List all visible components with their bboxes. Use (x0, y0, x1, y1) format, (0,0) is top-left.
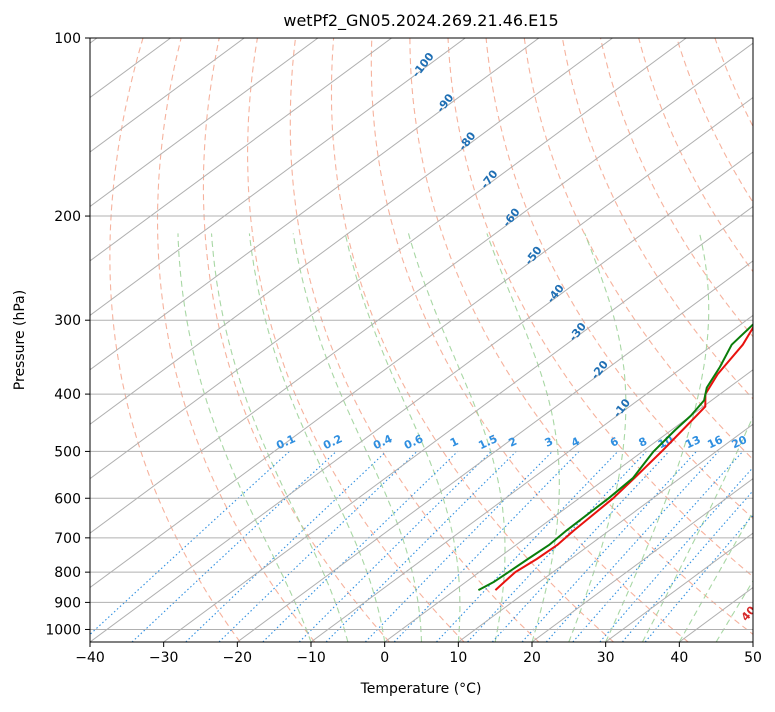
x-tick-label: 30 (597, 650, 615, 666)
isotherm-label: -50 (522, 243, 545, 267)
dry-adiabat (562, 38, 775, 642)
dry-adiabat (753, 38, 775, 642)
y-tick-label: 200 (54, 209, 81, 225)
mixing-ratio-line (436, 451, 618, 642)
dry-adiabat (486, 38, 775, 642)
x-tick-label: 10 (449, 650, 467, 666)
isotherm-gridline (0, 38, 465, 642)
isotherm-label: -10 (611, 396, 634, 420)
isotherm-gridline (532, 38, 775, 642)
dewpoint-line (478, 38, 775, 590)
y-tick-label: 600 (54, 491, 81, 507)
isotherm-label: -100 (410, 50, 437, 80)
x-tick-label: 20 (523, 650, 541, 666)
moist-adiabat (345, 233, 460, 642)
background-lines (82, 38, 775, 642)
isotherm-label: -20 (589, 358, 612, 382)
x-tick-label: 0 (380, 650, 389, 666)
y-axis-label: Pressure (hPa) (12, 290, 28, 390)
chart-title: wetPf2_GN05.2024.269.21.46.E15 (283, 11, 558, 31)
y-tick-label: 700 (54, 531, 81, 547)
mixing-ratio-line (219, 451, 417, 642)
y-tick-label: 400 (54, 387, 81, 403)
moist-adiabat (293, 233, 421, 642)
dry-adiabat (371, 38, 688, 642)
mixing-ratio-label: 3 (543, 435, 555, 450)
isotherm-gridline (679, 38, 775, 642)
moist-adiabat-label: 40 (739, 603, 759, 623)
x-axis-label: Temperature (°C) (360, 681, 482, 697)
isotherm-gridline (606, 38, 775, 642)
mixing-ratio-label: 16 (705, 433, 725, 451)
mixing-ratio-label: 25 (754, 433, 773, 451)
series-lines (478, 38, 775, 590)
mixing-ratio-label: 1 (448, 435, 460, 450)
dry-adiabat (110, 38, 240, 642)
mixing-ratio-label: 0.4 (371, 432, 394, 452)
y-tick-label: 100 (54, 31, 81, 47)
y-tick-label: 900 (54, 595, 81, 611)
x-tick-label: 50 (744, 650, 762, 666)
y-tick-label: 500 (54, 444, 81, 460)
mixing-ratio-label: 2 (507, 435, 519, 450)
x-tick-label: −20 (223, 650, 253, 666)
y-tick-label: 300 (54, 313, 81, 329)
x-tick-label: −30 (149, 650, 179, 666)
dry-adiabat (448, 38, 775, 642)
x-tick-label: −40 (75, 650, 105, 666)
mixing-ratio-line (468, 451, 647, 642)
mixing-ratio-label: 0.6 (402, 432, 425, 452)
isotherm-gridline (385, 38, 775, 642)
mixing-ratio-line (492, 451, 669, 642)
x-tick-label: 40 (670, 650, 688, 666)
mixing-ratio-label: 1.5 (476, 432, 499, 452)
mixing-ratio-line (326, 451, 516, 642)
isotherm-label: -40 (544, 282, 567, 306)
moist-adiabat-label: 30 (757, 562, 775, 582)
mixing-ratio-label: 0.1 (274, 432, 297, 452)
isotherm-gridline (90, 38, 775, 642)
isotherm-gridline (164, 38, 775, 642)
isotherm-label: -60 (500, 205, 523, 229)
isotherm-gridline (753, 38, 775, 642)
isotherm-gridline (0, 38, 613, 642)
mixing-ratio-label: 6 (608, 435, 621, 450)
dry-adiabat (203, 38, 389, 642)
isotherm-gridline (0, 38, 318, 642)
mixing-ratio-label: 20 (730, 433, 750, 451)
mixing-ratio-line (186, 451, 386, 642)
dry-adiabat (158, 38, 315, 642)
isotherm-gridline (0, 38, 244, 642)
mixing-ratio-line (82, 451, 290, 642)
isotherm-label: -80 (456, 129, 479, 153)
grid-lines (0, 38, 775, 642)
mixing-ratio-line (645, 451, 775, 642)
isotherm-label: -30 (566, 320, 589, 344)
dry-adiabat (410, 38, 763, 642)
dry-adiabat (677, 38, 775, 642)
isotherm-label: -90 (434, 91, 457, 115)
temperature-line (495, 38, 775, 590)
mixing-ratio-label: 13 (683, 433, 702, 451)
mixing-ratio-label: 0.2 (321, 432, 344, 452)
dry-adiabat (248, 38, 465, 642)
y-tick-label: 1000 (45, 622, 81, 638)
y-tick-label: 800 (54, 565, 81, 581)
mixing-ratio-label: 4 (569, 435, 582, 450)
x-tick-label: −10 (296, 650, 326, 666)
plot-frame (90, 38, 753, 642)
isotherm-label: -70 (478, 167, 501, 191)
mixing-ratio-line (365, 451, 552, 642)
